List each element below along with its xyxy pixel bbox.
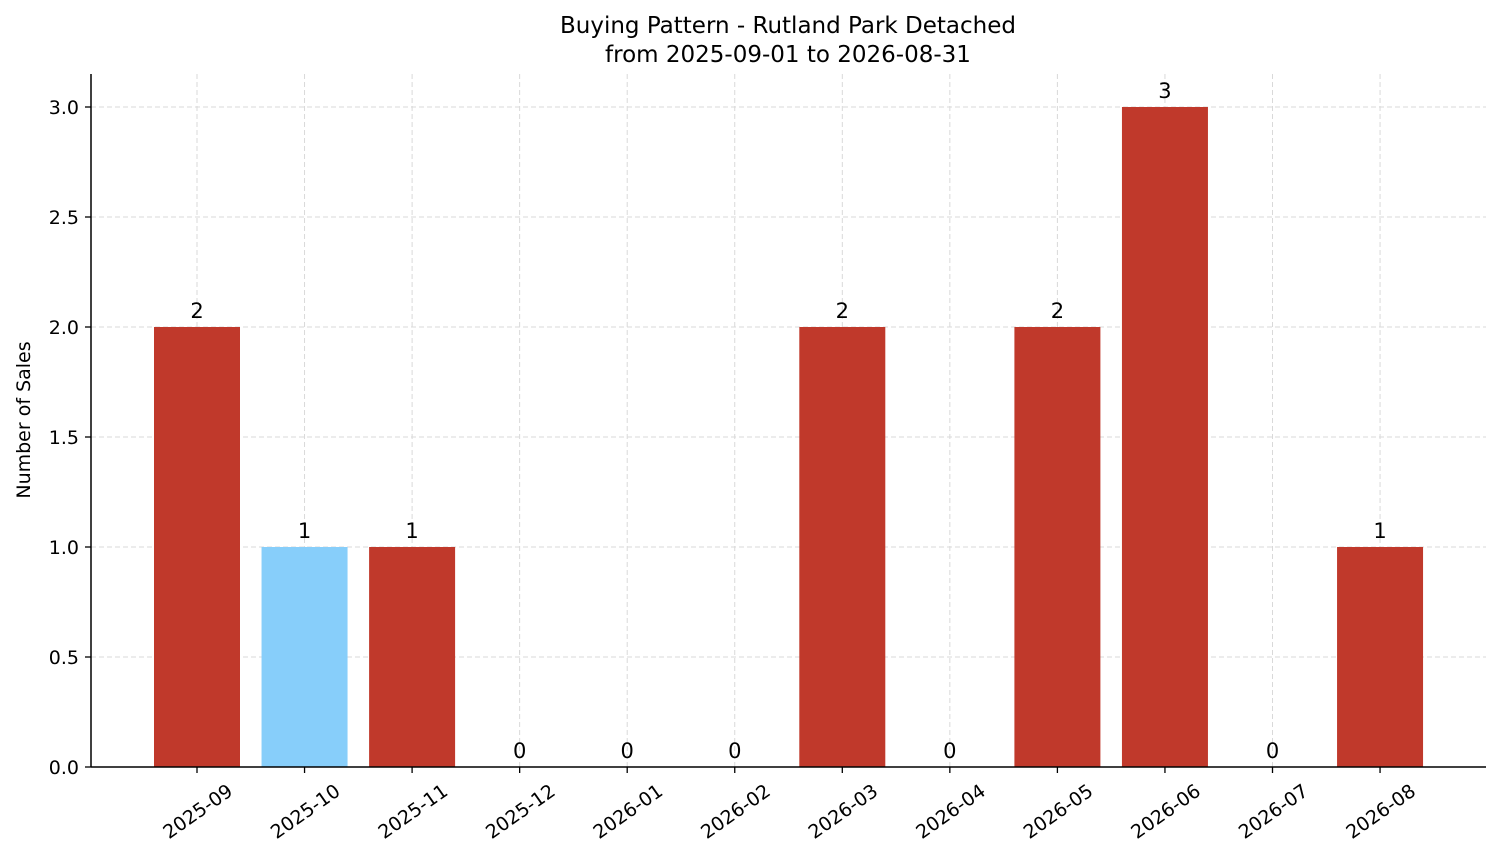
x-tick-label: 2025-12	[482, 780, 560, 844]
x-tick-label: 2026-08	[1342, 780, 1420, 844]
data-label: 2	[1051, 299, 1064, 323]
y-tick-label: 1.0	[49, 537, 79, 559]
x-tick-label: 2026-06	[1127, 780, 1205, 844]
data-label: 0	[513, 739, 526, 763]
data-label: 0	[621, 739, 634, 763]
x-tick-label: 2026-01	[589, 780, 667, 844]
axes	[90, 74, 1486, 768]
x-tick-label: 2025-11	[374, 780, 452, 844]
bars	[154, 107, 1424, 767]
x-tick-label: 2026-04	[912, 780, 990, 844]
bar-2025-10	[261, 547, 348, 767]
y-ticks: 0.0 0.5 1.0 1.5 2.0 2.5 3.0	[49, 97, 91, 779]
bar-2026-05	[1014, 327, 1101, 767]
data-label: 1	[405, 519, 418, 543]
bar-2026-08	[1337, 547, 1424, 767]
data-label: 2	[190, 299, 203, 323]
x-tick-label: 2025-09	[159, 780, 237, 844]
data-label: 2	[836, 299, 849, 323]
data-label: 0	[1266, 739, 1279, 763]
data-label: 1	[298, 519, 311, 543]
y-tick-label: 2.0	[49, 317, 79, 339]
x-tick-label: 2025-10	[267, 780, 345, 844]
x-tick-label: 2026-05	[1020, 780, 1098, 844]
data-label: 3	[1158, 79, 1171, 103]
bar-2025-09	[154, 327, 240, 767]
x-tick-label: 2026-03	[805, 780, 883, 844]
chart-title: Buying Pattern - Rutland Park Detached	[560, 13, 1016, 39]
y-tick-label: 0.0	[49, 757, 79, 779]
y-tick-label: 3.0	[49, 97, 79, 119]
y-tick-label: 1.5	[49, 427, 79, 449]
chart-subtitle: from 2025-09-01 to 2026-08-31	[605, 42, 971, 68]
data-label: 0	[728, 739, 741, 763]
bar-2026-03	[799, 327, 886, 767]
y-axis-label: Number of Sales	[13, 341, 35, 498]
y-tick-label: 0.5	[49, 647, 79, 669]
data-label: 0	[943, 739, 956, 763]
x-tick-label: 2026-02	[697, 780, 775, 844]
y-tick-label: 2.5	[49, 207, 79, 229]
x-tick-label: 2026-07	[1235, 780, 1313, 844]
data-labels: 2 1 1 0 0 0 2 0 2 3 0 1	[190, 79, 1386, 763]
bar-2025-11	[369, 547, 456, 767]
bar-2026-06	[1121, 107, 1208, 767]
x-ticks: 2025-09 2025-10 2025-11 2025-12 2026-01 2026-…	[159, 767, 1420, 844]
data-label: 1	[1373, 519, 1386, 543]
